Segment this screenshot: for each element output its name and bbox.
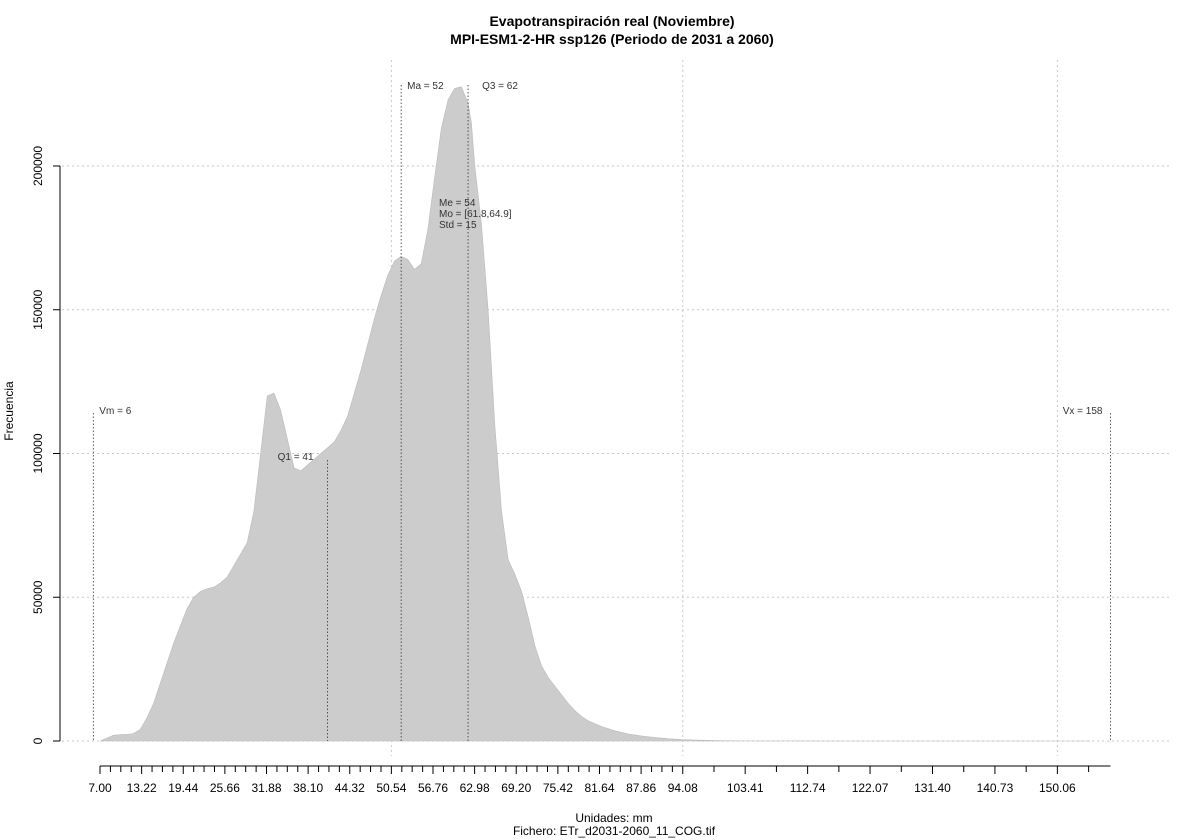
chart-title: Evapotranspiración real (Noviembre) bbox=[489, 13, 734, 29]
y-tick-label-3: 150000 bbox=[31, 289, 45, 329]
x-tick-label-11: 75.42 bbox=[543, 781, 573, 795]
marker-label-4: Vx = 158 bbox=[1063, 406, 1103, 417]
x-tick-label-19: 140.73 bbox=[977, 781, 1014, 795]
x-tick-label-0: 7.00 bbox=[88, 781, 112, 795]
chart-subtitle: MPI-ESM1-2-HR ssp126 (Periodo de 2031 a … bbox=[450, 31, 774, 47]
y-axis-title: Frecuencia bbox=[2, 381, 16, 441]
x-tick-label-2: 19.44 bbox=[168, 781, 198, 795]
marker-label-0: Vm = 6 bbox=[99, 406, 131, 417]
x-tick-label-17: 122.07 bbox=[852, 781, 889, 795]
x-tick-label-18: 131.40 bbox=[914, 781, 951, 795]
y-axis: 0 50000 100000 150000 200000 bbox=[31, 146, 61, 744]
stat-line-1: Mo = [61.8,64.9] bbox=[439, 209, 512, 220]
x-tick-label-13: 87.86 bbox=[626, 781, 656, 795]
x-tick-label-7: 50.54 bbox=[376, 781, 406, 795]
x-tick-label-16: 112.74 bbox=[790, 781, 826, 795]
x-tick-label-8: 56.76 bbox=[418, 781, 448, 795]
x-tick-label-14: 94.08 bbox=[668, 781, 698, 795]
x-tick-label-3: 25.66 bbox=[210, 781, 240, 795]
x-tick-label-6: 44.32 bbox=[335, 781, 365, 795]
y-tick-label-4: 200000 bbox=[31, 146, 45, 186]
x-tick-label-9: 62.98 bbox=[460, 781, 490, 795]
stat-line-0: Me = 54 bbox=[439, 198, 476, 209]
x-tick-label-10: 69.20 bbox=[501, 781, 531, 795]
y-tick-label-0: 0 bbox=[31, 737, 45, 744]
density-area bbox=[99, 86, 1091, 742]
file-caption: Fichero: ETr_d2031-2060_11_COG.tif bbox=[513, 824, 716, 838]
marker-label-1: Q1 = 41 bbox=[278, 452, 314, 463]
x-tick-label-4: 31.88 bbox=[251, 781, 281, 795]
x-tick-label-12: 81.64 bbox=[584, 781, 614, 795]
area-layer bbox=[99, 86, 1091, 742]
stat-line-2: Std = 15 bbox=[439, 220, 477, 231]
x-tick-label-15: 103.41 bbox=[727, 781, 764, 795]
y-tick-label-1: 50000 bbox=[31, 580, 45, 614]
marker-label-3: Q3 = 62 bbox=[482, 81, 518, 92]
x-tick-label-1: 13.22 bbox=[127, 781, 157, 795]
y-tick-label-2: 100000 bbox=[31, 433, 45, 473]
x-axis-title: Unidades: mm bbox=[575, 811, 652, 825]
marker-lines: Vm = 6 Q1 = 41 Ma = 52 Q3 = 62 Vx = 158 bbox=[92, 81, 1111, 741]
marker-label-2: Ma = 52 bbox=[407, 81, 444, 92]
x-tick-label-5: 38.10 bbox=[293, 781, 323, 795]
x-axis: 7.00 13.22 19.44 25.66 31.88 38.10 44.32 50.54 5… bbox=[88, 765, 1111, 795]
x-tick-label-20: 150.06 bbox=[1039, 781, 1076, 795]
